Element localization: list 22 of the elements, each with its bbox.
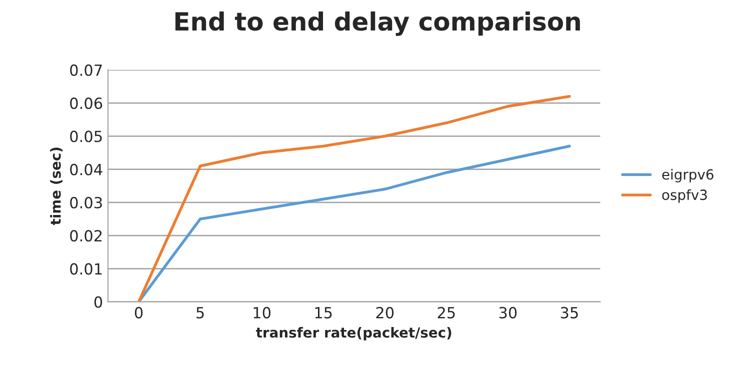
y-tick-label: 0 (94, 296, 102, 308)
y-tick-label: 0.03 (70, 196, 102, 208)
x-tick-label: 0 (134, 306, 143, 318)
y-tick-label: 0.05 (70, 130, 102, 142)
x-tick-label: 35 (560, 306, 578, 318)
y-tick-label: 0.07 (70, 64, 102, 76)
y-tick-label: 0.04 (70, 164, 102, 176)
y-tick-label: 0.01 (70, 263, 102, 275)
x-tick-label: 30 (499, 306, 517, 318)
legend-label: eigrpv6 (662, 168, 714, 182)
x-axis-title: transfer rate(packet/sec) (256, 326, 452, 340)
chart-title: End to end delay comparison (175, 11, 580, 36)
line-series (137, 95, 571, 302)
x-tick-label: 20 (376, 306, 394, 318)
x-tick-label: 5 (196, 307, 204, 318)
y-tick-label: 0.06 (70, 97, 102, 110)
y-tick-label: 0.02 (70, 230, 102, 242)
y-axis-title: time (sec) (50, 148, 62, 226)
x-tick-label: 25 (438, 306, 455, 318)
legend-label: ospfv3 (662, 189, 707, 203)
x-tick-label: 15 (315, 307, 332, 318)
x-tick-label: 10 (254, 306, 270, 318)
